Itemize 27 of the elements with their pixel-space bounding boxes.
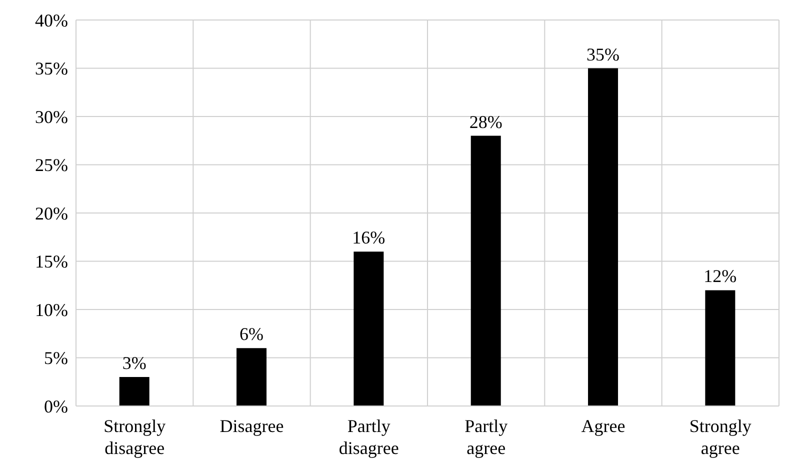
data-label: 35% [586, 44, 620, 64]
y-tick-label: 5% [44, 348, 68, 368]
y-tick-label: 0% [44, 396, 68, 416]
data-label: 16% [352, 228, 386, 248]
x-tick-label: Strongly disagree [104, 416, 166, 458]
data-label: 28% [469, 112, 502, 132]
bar [119, 377, 150, 406]
bar [705, 290, 736, 406]
bar [354, 252, 384, 406]
data-label: 12% [704, 266, 737, 286]
y-tick-label: 10% [35, 300, 68, 320]
bar [236, 348, 267, 406]
y-tick-label: 40% [35, 10, 68, 30]
bar [470, 136, 501, 406]
x-tick-label: Partly disagree [338, 416, 399, 458]
x-tick-label: Agree [581, 416, 626, 436]
y-tick-label: 20% [35, 203, 68, 224]
data-label: 3% [122, 353, 146, 374]
x-tick-label: Strongly agree [689, 416, 752, 458]
y-tick-label: 35% [35, 58, 68, 79]
data-label: 6% [240, 324, 264, 344]
x-tick-label: Disagree [220, 416, 284, 436]
y-tick-label: 25% [35, 155, 68, 176]
y-tick-label: 30% [35, 106, 68, 127]
bar [588, 68, 618, 406]
x-tick-label: Partly agree [464, 416, 508, 458]
y-tick-label: 15% [35, 252, 68, 272]
